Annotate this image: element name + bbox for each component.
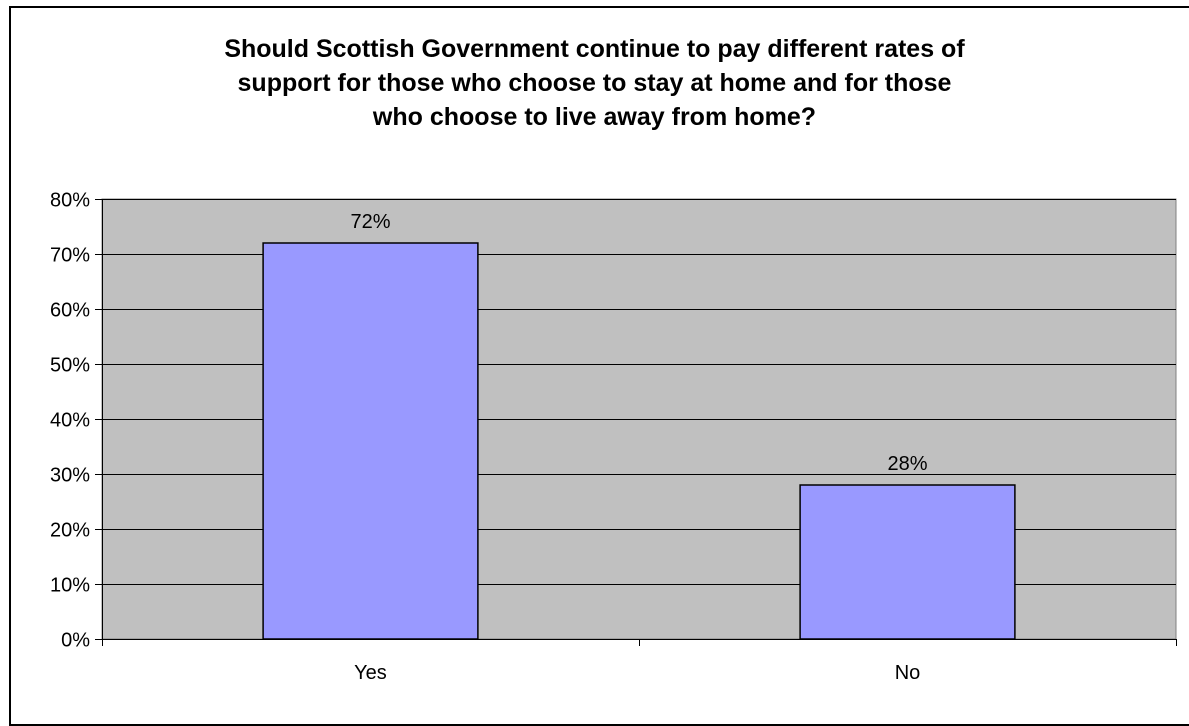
chart-title: Should Scottish Government continue to p… — [0, 32, 1189, 134]
y-tick-label: 40% — [50, 410, 90, 432]
y-tick-label: 0% — [61, 630, 90, 652]
bar-chart: 0% 10% 20% 30% 40% 50% 60% 70% 80% 72% Yes 28% No — [50, 190, 1177, 684]
y-tick-label: 60% — [50, 300, 90, 322]
bar-yes — [262, 242, 479, 640]
x-tick-label: Yes — [354, 662, 387, 684]
y-tick-label: 30% — [50, 465, 90, 487]
y-tick-label: 80% — [50, 190, 90, 212]
y-tick-label: 50% — [50, 355, 90, 377]
chart-title-line-3: who choose to live away from home? — [372, 103, 817, 131]
bar-no — [799, 484, 1016, 640]
y-tick-label: 10% — [50, 575, 90, 597]
y-tick-label: 20% — [50, 520, 90, 542]
data-label: 72% — [350, 211, 390, 233]
chart-title-line-1: Should Scottish Government continue to p… — [224, 35, 965, 63]
y-tick-label: 70% — [50, 245, 90, 267]
chart-title-line-2: support for those who choose to stay at … — [237, 69, 952, 97]
x-tick-label: No — [895, 662, 921, 684]
data-label: 28% — [887, 453, 927, 475]
